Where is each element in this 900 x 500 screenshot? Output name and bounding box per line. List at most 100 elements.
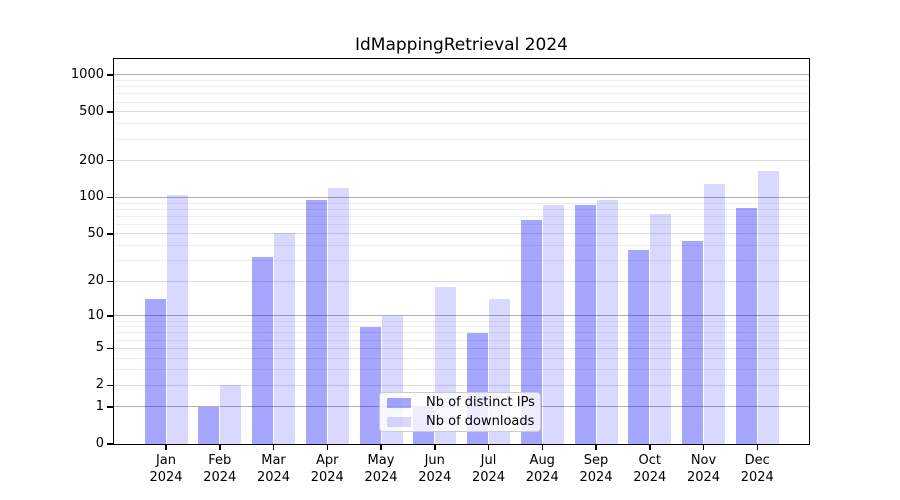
gridline [114,215,809,217]
y-tick-mark [107,443,113,445]
x-tick-label: Oct 2024 [633,453,667,485]
x-tick-mark [380,445,382,450]
x-tick-label: Mar 2024 [256,453,291,485]
y-tick-label: 1 [95,398,104,414]
gridline [114,339,809,341]
y-tick-label: 50 [87,225,104,241]
gridline [114,280,809,282]
y-tick-mark [107,315,113,317]
x-tick-mark [702,445,705,450]
distinct-ips-swatch [387,397,411,408]
y-tick-mark [107,347,113,350]
legend-item-downloads: Nb of downloads [387,414,540,429]
gridline [114,123,809,125]
gridline [114,260,809,262]
gridline [114,196,809,198]
y-tick-mark [107,111,113,113]
y-tick-label: 500 [79,103,104,119]
bar-downloads [757,170,779,444]
y-tick-mark [107,406,113,408]
bar-distinct-ips [735,207,757,444]
gridline [114,93,809,95]
gridline [114,369,809,371]
gridline [114,74,809,76]
legend: Nb of distinct IPs Nb of downloads [379,392,541,432]
gridline [114,202,809,204]
x-tick-label: Nov 2024 [686,453,721,485]
gridline [114,320,809,322]
x-tick-label: Sep 2024 [579,453,613,485]
bar-downloads [650,214,672,444]
x-tick-label: Feb 2024 [203,453,237,485]
x-tick-mark [165,445,167,450]
bar-downloads [274,232,295,444]
bar-downloads [704,184,725,444]
x-tick-mark [487,445,490,450]
y-tick-label: 200 [79,152,104,168]
y-tick-label: 2 [95,377,104,393]
y-tick-label: 10 [87,307,104,323]
y-tick-label: 5 [95,340,104,356]
gridline [114,138,809,140]
bar-downloads [542,204,564,444]
x-tick-mark [541,445,543,450]
gridline [114,223,809,225]
x-tick-label: Aug 2024 [525,453,559,485]
bar-distinct-ips [682,240,703,444]
bar-distinct-ips [359,326,381,444]
gridline [114,347,809,349]
legend-item-distinct-ips: Nb of distinct IPs [387,395,540,410]
x-tick-label: Jul 2024 [471,453,506,485]
bar-downloads [596,199,618,444]
y-tick-label: 100 [79,189,104,205]
x-tick-mark [434,445,436,450]
gridline [114,101,809,103]
x-tick-label: Jun 2024 [418,453,452,485]
y-tick-mark [107,384,113,387]
gridline [114,160,809,162]
gridline [114,332,809,334]
legend-label-distinct-ips: Nb of distinct IPs [426,395,535,410]
gridline [114,384,809,386]
gridline [114,86,809,88]
chart-title: IdMappingRetrieval 2024 [355,35,568,55]
bar-distinct-ips [252,257,273,444]
x-tick-mark [595,445,597,450]
x-tick-mark [219,445,221,450]
x-tick-mark [756,445,758,450]
gridline [114,111,809,113]
y-tick-mark [107,159,113,162]
bar-downloads [327,187,349,444]
downloads-swatch [387,416,411,427]
bar-distinct-ips [520,220,542,444]
plot-area [113,58,810,445]
bar-downloads [220,385,242,444]
y-tick-mark [107,196,113,199]
bar-distinct-ips [144,299,166,444]
y-tick-mark [107,233,113,235]
bar-distinct-ips [628,249,650,444]
gridline [114,208,809,210]
y-tick-mark [107,280,113,283]
x-tick-mark [649,445,651,450]
y-tick-mark [107,74,113,76]
bar-distinct-ips [305,200,327,444]
y-tick-label: 0 [95,436,104,451]
x-tick-label: Dec 2024 [740,453,774,485]
gridline [114,357,809,359]
gridline [114,326,809,328]
y-tick-label: 20 [87,273,104,289]
gridline [114,315,809,317]
gridline [114,245,809,247]
y-tick-label: 1000 [70,66,104,82]
x-tick-label: Apr 2024 [310,453,344,485]
x-tick-label: Jan 2024 [149,453,183,485]
legend-label-downloads: Nb of downloads [426,414,535,429]
x-tick-mark [272,445,275,450]
x-tick-label: May 2024 [364,453,398,485]
bar-downloads [166,195,188,444]
bar-distinct-ips [574,205,596,444]
gridline [114,80,809,82]
gridline [114,233,809,235]
